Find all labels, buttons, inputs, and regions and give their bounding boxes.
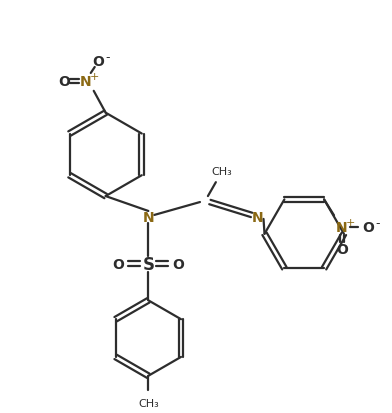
Text: O: O bbox=[172, 257, 184, 271]
Text: N: N bbox=[143, 210, 154, 224]
Text: O: O bbox=[92, 55, 103, 69]
Text: +: + bbox=[90, 72, 100, 82]
Text: CH₃: CH₃ bbox=[211, 167, 232, 177]
Text: CH₃: CH₃ bbox=[138, 398, 159, 408]
Text: O: O bbox=[58, 75, 70, 89]
Text: O: O bbox=[336, 242, 348, 256]
Text: N: N bbox=[80, 75, 92, 89]
Text: -: - bbox=[105, 50, 110, 64]
Text: S: S bbox=[142, 255, 154, 273]
Text: N: N bbox=[252, 210, 263, 224]
Text: -: - bbox=[376, 216, 380, 229]
Text: +: + bbox=[346, 218, 356, 228]
Text: O: O bbox=[362, 221, 374, 235]
Text: O: O bbox=[113, 257, 125, 271]
Text: N: N bbox=[336, 221, 348, 235]
